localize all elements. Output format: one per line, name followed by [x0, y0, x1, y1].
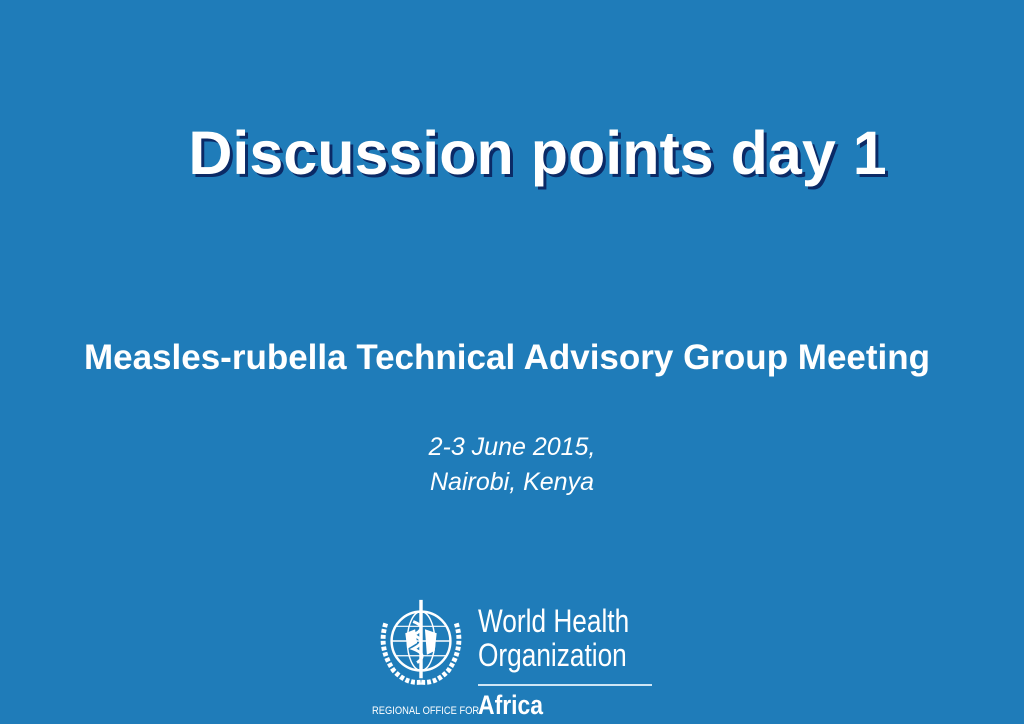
region-name: Africa [478, 690, 544, 720]
org-name-line2: Organization [478, 637, 627, 673]
meeting-date: 2-3 June 2015, [428, 433, 596, 461]
slide-title: Discussion points day 1 [188, 119, 887, 187]
region-prefix: REGIONAL OFFICE FOR [372, 705, 480, 717]
org-name: World Health Organization [478, 604, 629, 672]
meeting-date-location: 2-3 June 2015, Nairobi, Kenya [0, 430, 1024, 500]
org-name-line1: World Health [478, 603, 630, 639]
slide-subtitle: Measles-rubella Technical Advisory Group… [83, 338, 931, 377]
meeting-location: Nairobi, Kenya [430, 468, 594, 496]
who-afro-logo: World Health Organization REGIONAL OFFIC… [372, 592, 662, 724]
logo-divider [478, 684, 652, 686]
who-emblem-icon [380, 599, 462, 685]
